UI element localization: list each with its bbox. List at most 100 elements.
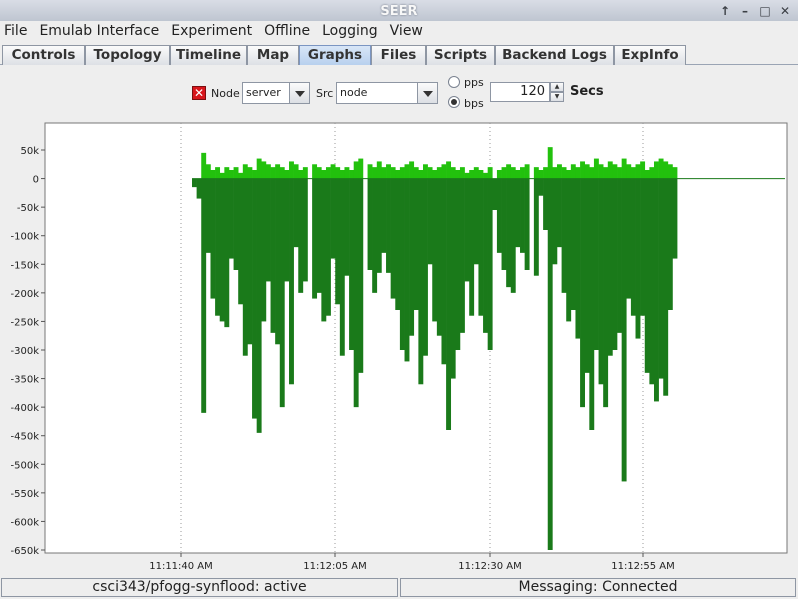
node-select[interactable]: server	[242, 82, 310, 104]
tab-timeline[interactable]: Timeline	[170, 45, 247, 65]
chevron-down-icon[interactable]	[417, 83, 437, 103]
chart-bar-negative	[441, 178, 447, 365]
node-label: Node	[211, 87, 240, 100]
chart-bar-negative	[580, 178, 585, 408]
chart-bar-negative	[399, 178, 405, 350]
chart-bar-negative	[663, 178, 669, 396]
y-tick-label: -550k	[11, 489, 40, 500]
chart-bar-positive	[580, 161, 585, 179]
menu-file[interactable]: File	[4, 23, 28, 39]
chart-bar-negative	[612, 178, 618, 350]
chart-bar-negative	[316, 178, 322, 293]
y-tick-label: -500k	[11, 460, 40, 471]
y-tick-label: 0	[33, 175, 39, 186]
chart-bar-positive	[289, 161, 294, 179]
chart-bar-positive	[215, 167, 221, 179]
seconds-input[interactable]: 120	[490, 82, 550, 102]
chart-bar-negative	[487, 178, 493, 350]
tab-scripts[interactable]: Scripts	[426, 45, 495, 65]
y-tick-label: 50k	[20, 146, 39, 157]
tab-files[interactable]: Files	[371, 45, 426, 65]
tab-topology[interactable]: Topology	[85, 45, 170, 65]
chart-bar-negative	[436, 178, 442, 336]
chart-bar-positive	[418, 170, 424, 179]
chart-bar-negative	[432, 178, 438, 322]
chart-bar-negative	[496, 178, 502, 253]
tab-controls[interactable]: Controls	[2, 45, 85, 65]
window-pin-icon[interactable]: ↑	[719, 4, 731, 18]
chart-bar-negative	[256, 178, 262, 433]
chart-bar-negative	[201, 178, 207, 413]
menu-emulab-interface[interactable]: Emulab Interface	[39, 23, 160, 39]
chart-bar-positive	[543, 167, 549, 179]
chart-bar-positive	[510, 167, 516, 179]
node-checkbox[interactable]: ✕	[192, 86, 206, 100]
chart-bar-negative	[654, 178, 659, 402]
chart-bar-positive	[603, 167, 609, 179]
pps-radio[interactable]	[448, 76, 460, 88]
window-maximize-icon[interactable]: □	[759, 4, 771, 18]
chart-bar-negative	[644, 178, 650, 373]
spinner-up-icon[interactable]: ▲	[550, 82, 564, 92]
chart-bar-negative	[469, 178, 475, 316]
bps-radio[interactable]	[448, 96, 460, 108]
tab-expinfo[interactable]: ExpInfo	[614, 45, 686, 65]
menu-experiment[interactable]: Experiment	[171, 23, 253, 39]
chart-bar-positive	[210, 170, 216, 179]
chart-bar-negative	[224, 178, 230, 328]
chart-bar-negative	[376, 178, 382, 273]
window-minimize-icon[interactable]: –	[742, 4, 748, 18]
chart-bar-negative	[547, 178, 553, 551]
chart-bar-positive	[644, 170, 650, 179]
y-tick-label: -650k	[11, 546, 40, 557]
chart-bar-positive	[436, 167, 442, 179]
chart-bar-positive	[312, 164, 318, 179]
pps-label: pps	[464, 76, 484, 89]
chart-bar-negative	[395, 178, 401, 310]
window-close-icon[interactable]: ✕	[779, 4, 791, 18]
chart-bar-negative	[450, 178, 456, 379]
seconds-spinner: ▲ ▼	[550, 82, 564, 102]
chart-bar-positive	[413, 167, 419, 179]
chart-bar-negative	[607, 178, 613, 356]
chart-bar-negative	[284, 178, 290, 282]
src-select[interactable]: node	[336, 82, 438, 104]
tab-backend-logs[interactable]: Backend Logs	[495, 45, 614, 65]
spinner-down-icon[interactable]: ▼	[550, 92, 564, 102]
chart-bar-negative	[533, 178, 539, 276]
chart-bar-negative	[483, 178, 488, 333]
chart-bar-positive	[593, 158, 599, 179]
menu-offline[interactable]: Offline	[264, 23, 311, 39]
chart-bar-negative	[413, 178, 419, 310]
chart-bar-positive	[372, 167, 378, 179]
chevron-down-icon[interactable]	[289, 83, 309, 103]
chart-bar-negative	[335, 178, 341, 305]
chart-bar-positive	[344, 167, 350, 179]
chart-bar-positive	[349, 170, 354, 179]
chart-bar-positive	[658, 158, 664, 179]
menu-view[interactable]: View	[389, 23, 423, 39]
chart-bar-positive	[538, 170, 544, 179]
chart-bar-positive	[339, 170, 345, 179]
chart-bar-positive	[386, 164, 391, 179]
chart-bar-positive	[612, 164, 618, 179]
chart-bar-positive	[321, 170, 327, 179]
chart-bar-negative	[298, 178, 304, 293]
chart-bar-negative	[404, 178, 410, 362]
chart-bar-negative	[667, 178, 673, 310]
chart-bar-negative	[358, 178, 364, 373]
chart-bar-positive	[395, 170, 401, 179]
chart-bar-negative	[210, 178, 216, 299]
messaging-status: Messaging: Connected	[400, 578, 796, 597]
y-tick-label: -300k	[11, 346, 40, 357]
chart-bar-positive	[483, 172, 488, 179]
chart-bar-negative	[603, 178, 609, 408]
src-select-value: node	[340, 86, 368, 99]
tab-map[interactable]: Map	[247, 45, 299, 65]
traffic-chart: 50k 0 -50k -100k -150k -200k -250k -300k -350k -4…	[11, 122, 788, 572]
menu-logging[interactable]: Logging	[322, 23, 378, 39]
chart-bar-negative	[501, 178, 507, 270]
src-label: Src	[316, 87, 334, 100]
tab-graphs[interactable]: Graphs	[299, 45, 371, 65]
chart-bar-positive	[247, 167, 253, 179]
